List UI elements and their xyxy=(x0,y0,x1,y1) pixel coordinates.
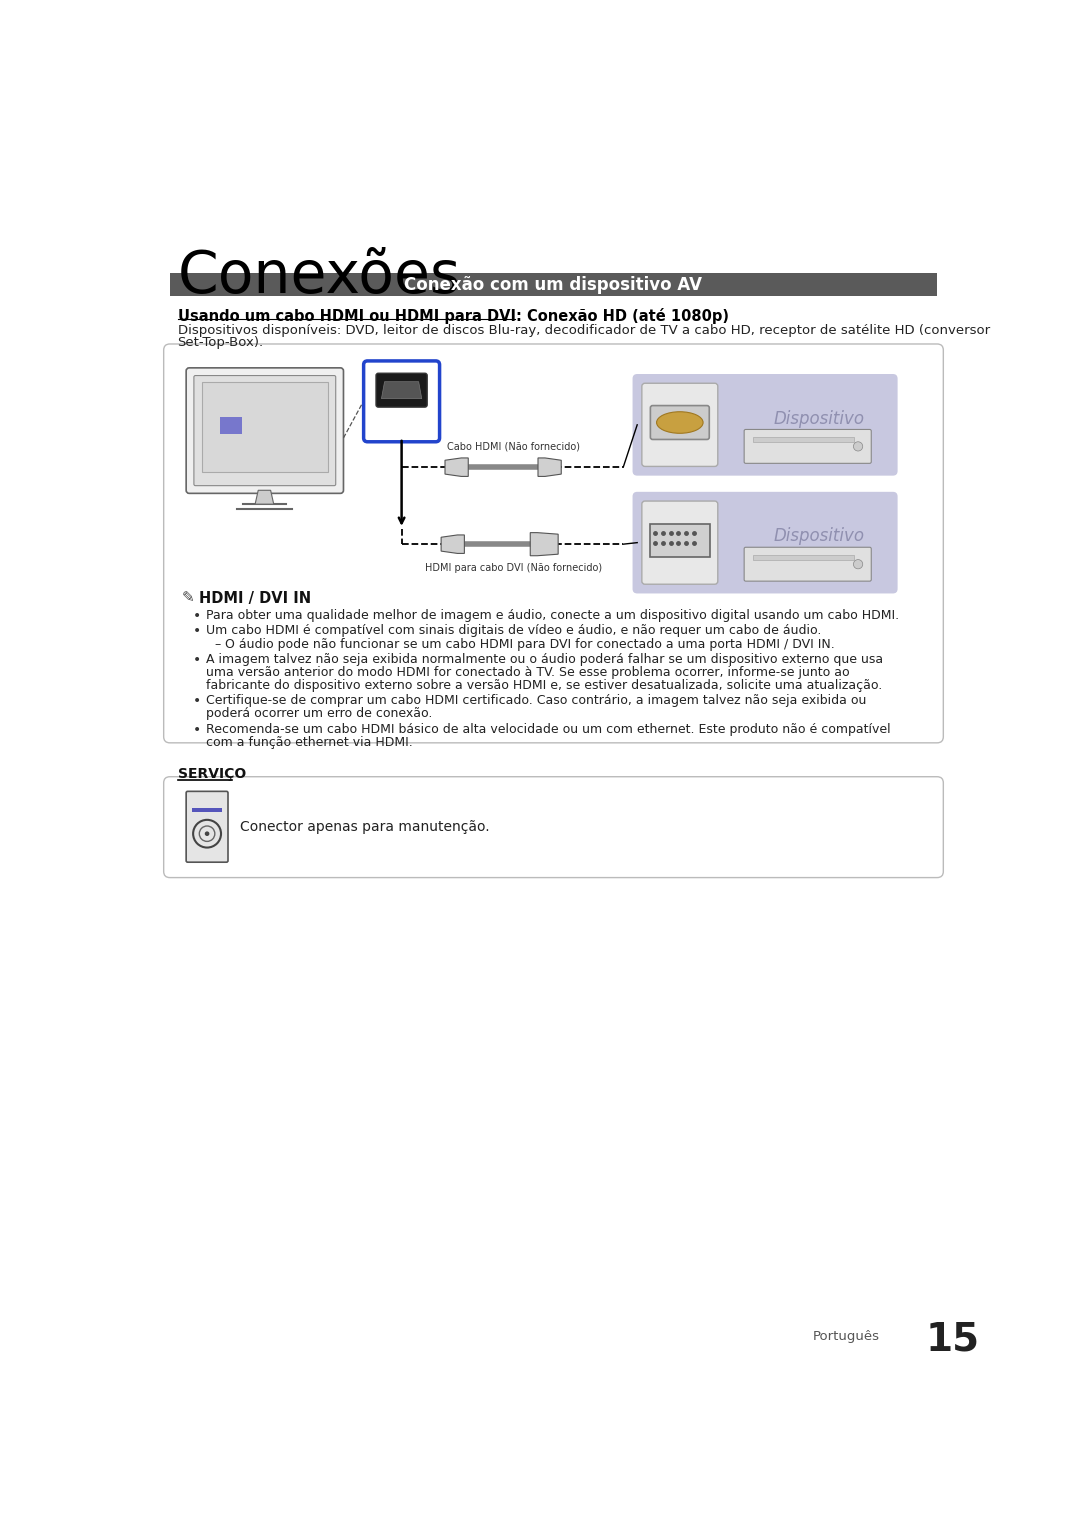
Text: Set-Top-Box).: Set-Top-Box). xyxy=(177,336,264,349)
Text: Certifique-se de comprar um cabo HDMI certificado. Caso contrário, a imagem talv: Certifique-se de comprar um cabo HDMI ce… xyxy=(206,694,866,708)
Text: Dispositivo: Dispositivo xyxy=(774,527,865,545)
Ellipse shape xyxy=(657,412,703,433)
Polygon shape xyxy=(530,533,558,556)
Text: fabricante do dispositivo externo sobre a versão HDMI e, se estiver desatualizad: fabricante do dispositivo externo sobre … xyxy=(206,679,882,693)
Text: poderá ocorrer um erro de conexão.: poderá ocorrer um erro de conexão. xyxy=(206,708,433,720)
FancyBboxPatch shape xyxy=(633,492,897,594)
Text: Usando um cabo HDMI ou HDMI para DVI: Conexão HD (até 1080p): Usando um cabo HDMI ou HDMI para DVI: Co… xyxy=(177,308,729,324)
Polygon shape xyxy=(381,381,422,398)
FancyBboxPatch shape xyxy=(650,406,710,439)
Text: HDMI OUT: HDMI OUT xyxy=(656,392,704,401)
Polygon shape xyxy=(441,535,464,553)
Text: HDMI para cabo DVI (Não fornecido): HDMI para cabo DVI (Não fornecido) xyxy=(424,564,602,574)
Text: DVI OUT: DVI OUT xyxy=(660,510,700,519)
Text: •: • xyxy=(193,694,201,708)
FancyBboxPatch shape xyxy=(649,524,710,556)
FancyBboxPatch shape xyxy=(202,381,328,472)
Polygon shape xyxy=(255,491,273,504)
FancyBboxPatch shape xyxy=(376,374,428,407)
Text: SERVICE: SERVICE xyxy=(192,797,222,802)
Polygon shape xyxy=(445,457,469,477)
FancyBboxPatch shape xyxy=(744,547,872,582)
Text: SERVIÇO: SERVIÇO xyxy=(177,767,246,781)
Text: 15: 15 xyxy=(926,1320,980,1358)
FancyBboxPatch shape xyxy=(754,437,854,442)
Text: •: • xyxy=(193,723,201,737)
Text: –: – xyxy=(215,638,221,652)
Text: ✎: ✎ xyxy=(181,591,194,606)
Text: A imagem talvez não seja exibida normalmente ou o áudio poderá falhar se um disp: A imagem talvez não seja exibida normalm… xyxy=(206,653,883,665)
FancyBboxPatch shape xyxy=(186,791,228,863)
FancyBboxPatch shape xyxy=(192,808,221,813)
Polygon shape xyxy=(538,457,562,477)
FancyBboxPatch shape xyxy=(186,368,343,494)
FancyBboxPatch shape xyxy=(642,383,718,466)
FancyBboxPatch shape xyxy=(194,375,336,486)
Text: O áudio pode não funcionar se um cabo HDMI para DVI for conectado a uma porta HD: O áudio pode não funcionar se um cabo HD… xyxy=(225,638,835,652)
Text: •: • xyxy=(193,624,201,638)
Text: •: • xyxy=(193,653,201,667)
Text: HDMI/DVI IN: HDMI/DVI IN xyxy=(380,415,422,421)
FancyBboxPatch shape xyxy=(744,430,872,463)
Text: Para obter uma qualidade melhor de imagem e áudio, conecte a um dispositivo digi: Para obter uma qualidade melhor de image… xyxy=(206,609,900,621)
FancyBboxPatch shape xyxy=(170,273,937,296)
Text: Conector apenas para manutenção.: Conector apenas para manutenção. xyxy=(240,820,489,834)
Text: uma versão anterior do modo HDMI for conectado à TV. Se esse problema ocorrer, i: uma versão anterior do modo HDMI for con… xyxy=(206,665,850,679)
Circle shape xyxy=(205,831,210,835)
FancyBboxPatch shape xyxy=(164,343,943,743)
Text: Conexão com um dispositivo AV: Conexão com um dispositivo AV xyxy=(405,275,702,293)
FancyBboxPatch shape xyxy=(754,554,854,559)
FancyBboxPatch shape xyxy=(642,501,718,585)
FancyBboxPatch shape xyxy=(633,374,897,475)
FancyBboxPatch shape xyxy=(220,418,242,434)
Text: Conexões: Conexões xyxy=(177,248,461,305)
Text: •: • xyxy=(193,609,201,623)
FancyBboxPatch shape xyxy=(164,776,943,878)
FancyBboxPatch shape xyxy=(364,362,440,442)
Text: com a função ethernet via HDMI.: com a função ethernet via HDMI. xyxy=(206,735,413,749)
Text: Dispositivo: Dispositivo xyxy=(774,410,865,428)
Circle shape xyxy=(853,559,863,568)
Text: Recomenda-se um cabo HDMI básico de alta velocidade ou um com ethernet. Este pro: Recomenda-se um cabo HDMI básico de alta… xyxy=(206,723,891,735)
Text: HDMI / DVI IN: HDMI / DVI IN xyxy=(199,591,311,606)
Text: Um cabo HDMI é compatível com sinais digitais de vídeo e áudio, e não requer um : Um cabo HDMI é compatível com sinais dig… xyxy=(206,624,822,638)
Text: Dispositivos disponíveis: DVD, leitor de discos Blu-ray, decodificador de TV a c: Dispositivos disponíveis: DVD, leitor de… xyxy=(177,324,989,337)
Text: Português: Português xyxy=(813,1329,880,1343)
Text: Cabo HDMI (Não fornecido): Cabo HDMI (Não fornecido) xyxy=(447,442,580,451)
Circle shape xyxy=(853,442,863,451)
